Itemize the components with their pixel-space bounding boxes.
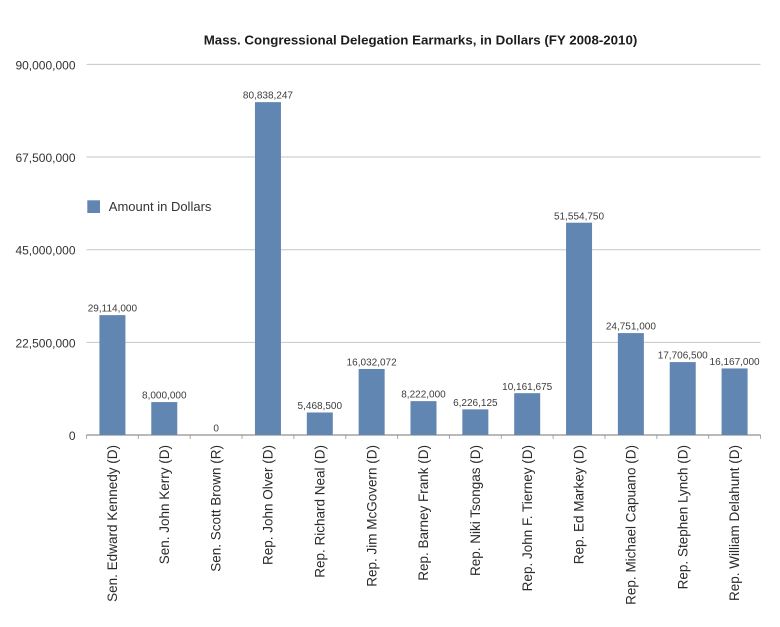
svg-text:Mass. Congressional Delegation: Mass. Congressional Delegation Earmarks,… xyxy=(204,32,638,47)
svg-text:Amount in Dollars: Amount in Dollars xyxy=(109,199,212,214)
svg-text:Sen. John Kerry (D): Sen. John Kerry (D) xyxy=(157,445,172,564)
svg-text:8,000,000: 8,000,000 xyxy=(142,391,187,402)
svg-text:Rep. Richard Neal (D): Rep. Richard Neal (D) xyxy=(312,445,327,578)
svg-text:80,838,247: 80,838,247 xyxy=(243,91,293,102)
svg-text:0: 0 xyxy=(213,424,219,435)
svg-text:Rep. Barney Frank (D): Rep. Barney Frank (D) xyxy=(416,445,431,581)
svg-text:16,032,072: 16,032,072 xyxy=(347,358,397,369)
svg-text:Rep. Stephen Lynch (D): Rep. Stephen Lynch (D) xyxy=(675,445,690,589)
svg-text:Rep. John Olver (D): Rep. John Olver (D) xyxy=(261,445,276,565)
svg-text:24,751,000: 24,751,000 xyxy=(606,322,656,333)
svg-text:45,000,000: 45,000,000 xyxy=(15,244,75,258)
svg-text:Rep. John F. Tierney (D): Rep. John F. Tierney (D) xyxy=(520,445,535,591)
svg-text:0: 0 xyxy=(69,429,76,443)
svg-text:Rep. Ed Markey (D): Rep. Ed Markey (D) xyxy=(572,445,587,564)
svg-text:Sen. Edward Kennedy (D): Sen. Edward Kennedy (D) xyxy=(105,445,120,602)
svg-text:Rep. Jim McGovern (D): Rep. Jim McGovern (D) xyxy=(364,445,379,587)
svg-text:90,000,000: 90,000,000 xyxy=(15,58,75,72)
svg-text:Rep. William Delahunt (D): Rep. William Delahunt (D) xyxy=(727,445,742,601)
svg-text:Rep. Niki Tsongas (D): Rep. Niki Tsongas (D) xyxy=(468,445,483,576)
svg-text:17,706,500: 17,706,500 xyxy=(658,351,708,362)
svg-text:51,554,750: 51,554,750 xyxy=(554,211,604,222)
svg-text:22,500,000: 22,500,000 xyxy=(15,336,75,350)
svg-text:67,500,000: 67,500,000 xyxy=(15,151,75,165)
svg-text:Rep. Michael Capuano (D): Rep. Michael Capuano (D) xyxy=(623,445,638,605)
svg-text:10,161,675: 10,161,675 xyxy=(502,382,552,393)
svg-text:29,114,000: 29,114,000 xyxy=(88,304,138,315)
svg-text:5,468,500: 5,468,500 xyxy=(298,401,343,412)
svg-text:6,226,125: 6,226,125 xyxy=(453,398,498,409)
svg-text:Sen. Scott Brown (R): Sen. Scott Brown (R) xyxy=(209,445,224,572)
svg-text:8,222,000: 8,222,000 xyxy=(401,390,446,401)
svg-text:16,167,000: 16,167,000 xyxy=(710,357,760,368)
